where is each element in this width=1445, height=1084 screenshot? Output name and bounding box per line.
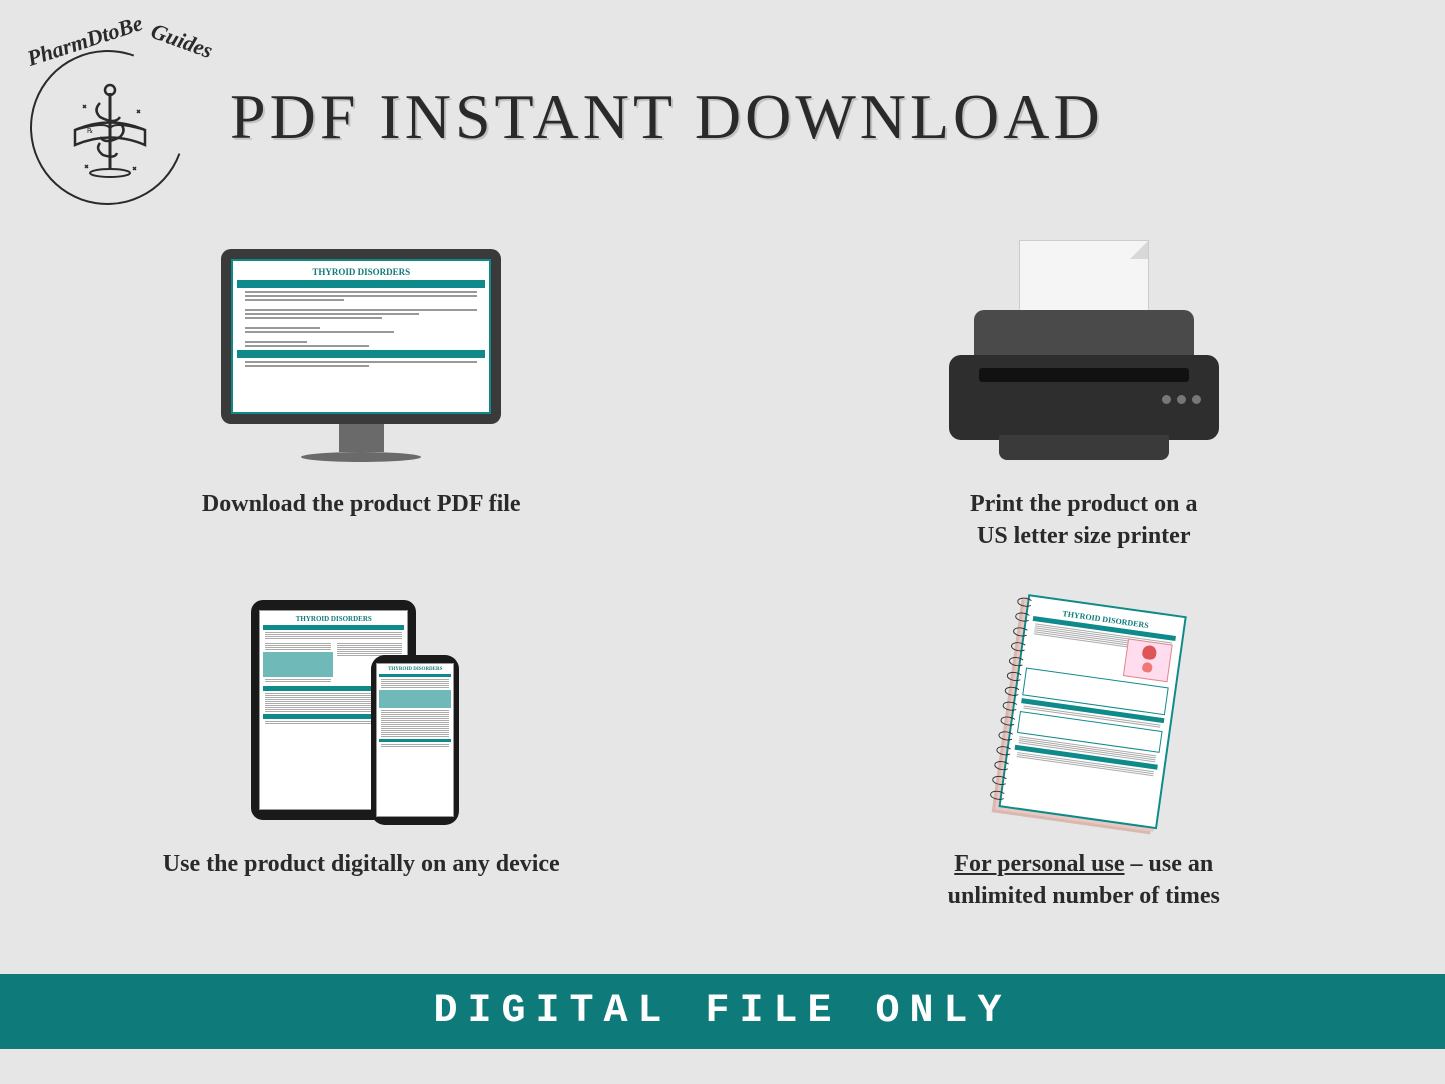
phone-doc-title: THYROID DISORDERS [379,667,451,672]
notebook-icon: THYROID DISORDERS [994,590,1174,840]
feature-print: Print the product on a US letter size pr… [723,220,1445,580]
tablet-doc-title: THYROID DISORDERS [263,615,404,623]
tablet-phone-icon: THYROID DISORDERS [251,590,471,840]
page-title: PDF INSTANT DOWNLOAD [230,80,1104,154]
brand-logo: PharmDtoBe Guides ℞ [20,20,210,210]
personal-rest: – use an [1125,851,1214,877]
personal-line2: unlimited number of times [948,883,1220,909]
print-caption-line1: Print the product on a [970,491,1198,517]
feature-grid: THYROID DISORDERS [0,220,1445,940]
feature-devices: THYROID DISORDERS [0,580,723,940]
digital-file-banner: DIGITAL FILE ONLY [0,974,1445,1049]
banner-text: DIGITAL FILE ONLY [433,989,1011,1034]
print-caption: Print the product on a US letter size pr… [970,488,1198,553]
logo-text-right: Guides [147,18,216,64]
download-caption: Download the product PDF file [202,488,521,520]
printer-icon [939,230,1229,480]
personal-caption: For personal use – use an unlimited numb… [948,848,1220,913]
doc-preview-title: THYROID DISORDERS [237,267,485,277]
pharmacy-book-icon: ℞ [65,75,155,185]
feature-download: THYROID DISORDERS [0,220,723,580]
monitor-icon: THYROID DISORDERS [221,230,501,480]
feature-personal-use: THYROID DISORDERS [723,580,1445,940]
svg-text:℞: ℞ [87,127,93,135]
print-caption-line2: US letter size printer [977,523,1190,549]
devices-caption: Use the product digitally on any device [163,848,560,880]
personal-underline: For personal use [954,851,1124,877]
